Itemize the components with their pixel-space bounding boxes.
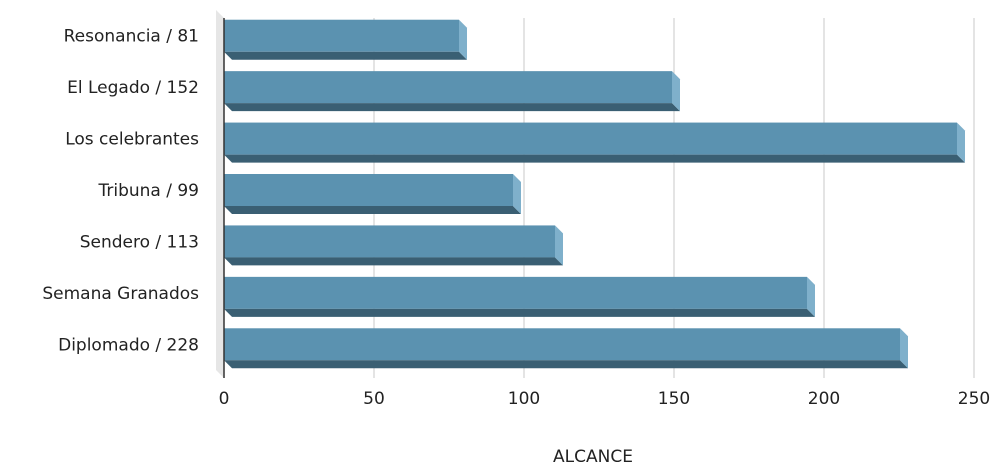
bar [224, 225, 563, 266]
bar-front [224, 71, 672, 104]
y-category-label: Diplomado / 228 [58, 335, 199, 355]
y-category-label: Sendero / 113 [80, 232, 199, 252]
x-tick-label: 150 [658, 389, 690, 409]
bar-side [807, 276, 815, 317]
y-category-label: Semana Granados [42, 284, 199, 304]
bar-front [224, 174, 513, 206]
bar-bottom [224, 308, 815, 317]
x-tick-label: 50 [363, 389, 385, 409]
bar-side [513, 174, 521, 214]
x-tick-label: 0 [219, 389, 230, 409]
x-axis-title: ALCANCE [553, 447, 633, 465]
chart-wall [216, 10, 224, 378]
bar-bottom [224, 360, 908, 369]
y-category-label: Resonancia / 81 [64, 27, 199, 47]
bar [224, 328, 908, 369]
x-tick-label: 250 [958, 389, 990, 409]
bar-bottom [224, 206, 521, 214]
bar-side [672, 71, 680, 112]
bar [224, 122, 965, 163]
x-tick-label: 200 [808, 389, 840, 409]
bar-side [555, 225, 563, 266]
bar-front [224, 328, 900, 361]
bar-side [900, 328, 908, 369]
y-category-label: Tribuna / 99 [97, 181, 199, 201]
x-tick-label: 100 [508, 389, 540, 409]
bar [224, 71, 680, 112]
bar-bottom [224, 103, 680, 112]
bar-side [957, 122, 965, 163]
bar-bottom [224, 154, 965, 163]
bar [224, 276, 815, 317]
bar-front [224, 276, 807, 309]
bar-bottom [224, 257, 563, 266]
bar-front [224, 122, 957, 155]
bar [224, 174, 521, 214]
bar-front [224, 19, 459, 52]
y-category-label: El Legado / 152 [67, 78, 199, 98]
bar-bottom [224, 51, 467, 60]
y-category-label: Los celebrantes [65, 130, 199, 150]
bar [224, 19, 467, 60]
bar-front [224, 225, 555, 258]
bar-side [459, 19, 467, 60]
